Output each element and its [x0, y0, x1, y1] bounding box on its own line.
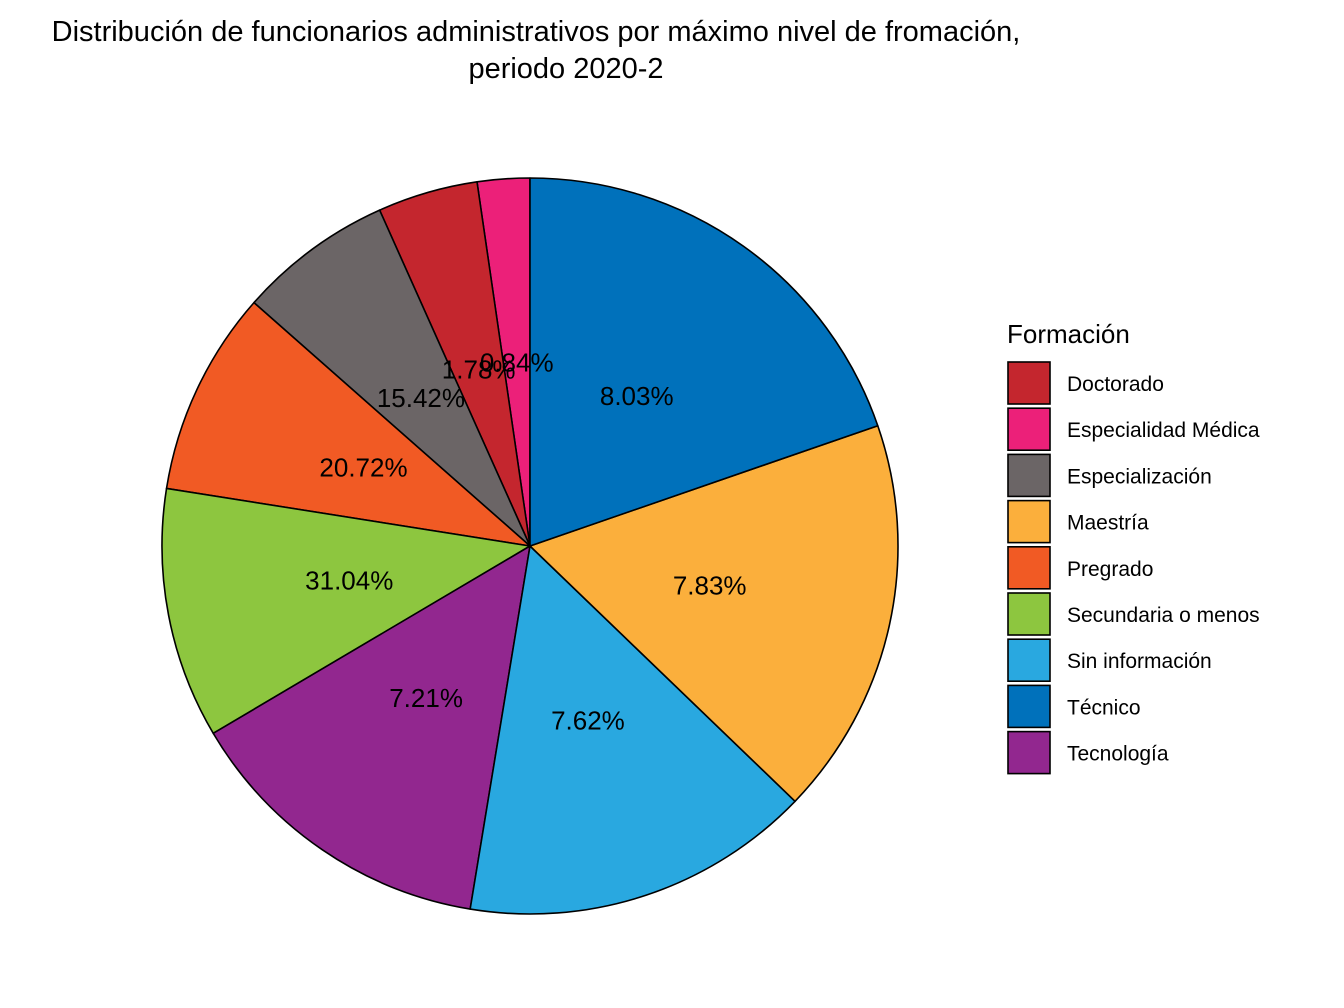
- legend-item-tecnologia: Tecnología: [1007, 730, 1169, 775]
- chart-title-line-1: Distribución de funcionarios administrat…: [52, 16, 1021, 48]
- legend-item-secundaria-o-menos: Secundaria o menos: [1007, 592, 1260, 636]
- slice-label-especializacion: 15.42%: [377, 383, 465, 413]
- pie-slice-tecnico: [529, 177, 879, 547]
- legend-item-doctorado: Doctorado: [1007, 361, 1164, 405]
- slice-label-especialidad-medica: 0.84%: [480, 347, 554, 377]
- legend: Formación Doctorado Especialidad Médica Es…: [1007, 319, 1260, 775]
- slice-label-tecnico: 8.03%: [600, 381, 674, 411]
- pie-slice-maestria: [529, 424, 899, 803]
- legend-label-tecnologia: Tecnología: [1067, 743, 1169, 766]
- pie-slice-secundaria-o-menos: [161, 487, 531, 735]
- slice-label-sin-informacion: 7.62%: [551, 706, 625, 736]
- legend-label-sin-informacion: Sin información: [1067, 650, 1212, 673]
- legend-item-pregrado: Pregrado: [1007, 545, 1153, 590]
- legend-item-especialidad-medica: Especialidad Médica: [1007, 407, 1260, 452]
- slice-label-tecnologia: 7.21%: [389, 683, 463, 713]
- legend-label-pregrado: Pregrado: [1067, 558, 1153, 581]
- legend-item-maestria: Maestría: [1007, 499, 1149, 544]
- legend-swatch-secundaria-o-menos: [1007, 592, 1051, 636]
- legend-label-maestria: Maestría: [1067, 512, 1149, 535]
- slice-label-secundaria-o-menos: 31.04%: [305, 565, 393, 595]
- legend-label-tecnico: Técnico: [1067, 696, 1141, 719]
- legend-item-sin-informacion: Sin información: [1007, 638, 1212, 683]
- legend-swatch-especializacion: [1007, 453, 1051, 498]
- legend-item-especializacion: Especialización: [1007, 453, 1212, 498]
- legend-swatch-tecnico: [1007, 684, 1051, 729]
- legend-label-doctorado: Doctorado: [1067, 373, 1164, 396]
- pie-slice-sin-informacion: [469, 545, 796, 915]
- legend-swatch-doctorado: [1007, 361, 1051, 405]
- slice-label-maestria: 7.83%: [673, 571, 747, 601]
- pie-slices: [161, 177, 899, 915]
- legend-label-especialidad-medica: Especialidad Médica: [1067, 419, 1260, 442]
- legend-item-tecnico: Técnico: [1007, 684, 1141, 729]
- slice-label-pregrado: 20.72%: [319, 453, 407, 483]
- legend-title: Formación: [1007, 319, 1130, 349]
- chart-title: Distribución de funcionarios administrat…: [52, 16, 1021, 85]
- legend-swatch-sin-informacion: [1007, 638, 1051, 683]
- legend-swatch-maestria: [1007, 499, 1051, 544]
- pie-slice-labels: 0.84%1.78%15.42% 20.72% 31.04% 7.21% 7.62% 7.…: [305, 347, 746, 735]
- pie-slice-tecnologia: [212, 545, 531, 910]
- pie-slice-pregrado: [165, 301, 531, 547]
- legend-swatch-especialidad-medica: [1007, 407, 1051, 452]
- legend-swatch-tecnologia: [1007, 730, 1051, 775]
- legend-label-secundaria-o-menos: Secundaria o menos: [1067, 604, 1260, 627]
- pie-slice-especializacion: [253, 209, 531, 547]
- slice-label-doctorado: 1.78%: [442, 354, 516, 384]
- legend-swatch-pregrado: [1007, 545, 1051, 590]
- legend-label-especializacion: Especialización: [1067, 465, 1212, 488]
- chart-title-line-2: periodo 2020-2: [468, 53, 663, 85]
